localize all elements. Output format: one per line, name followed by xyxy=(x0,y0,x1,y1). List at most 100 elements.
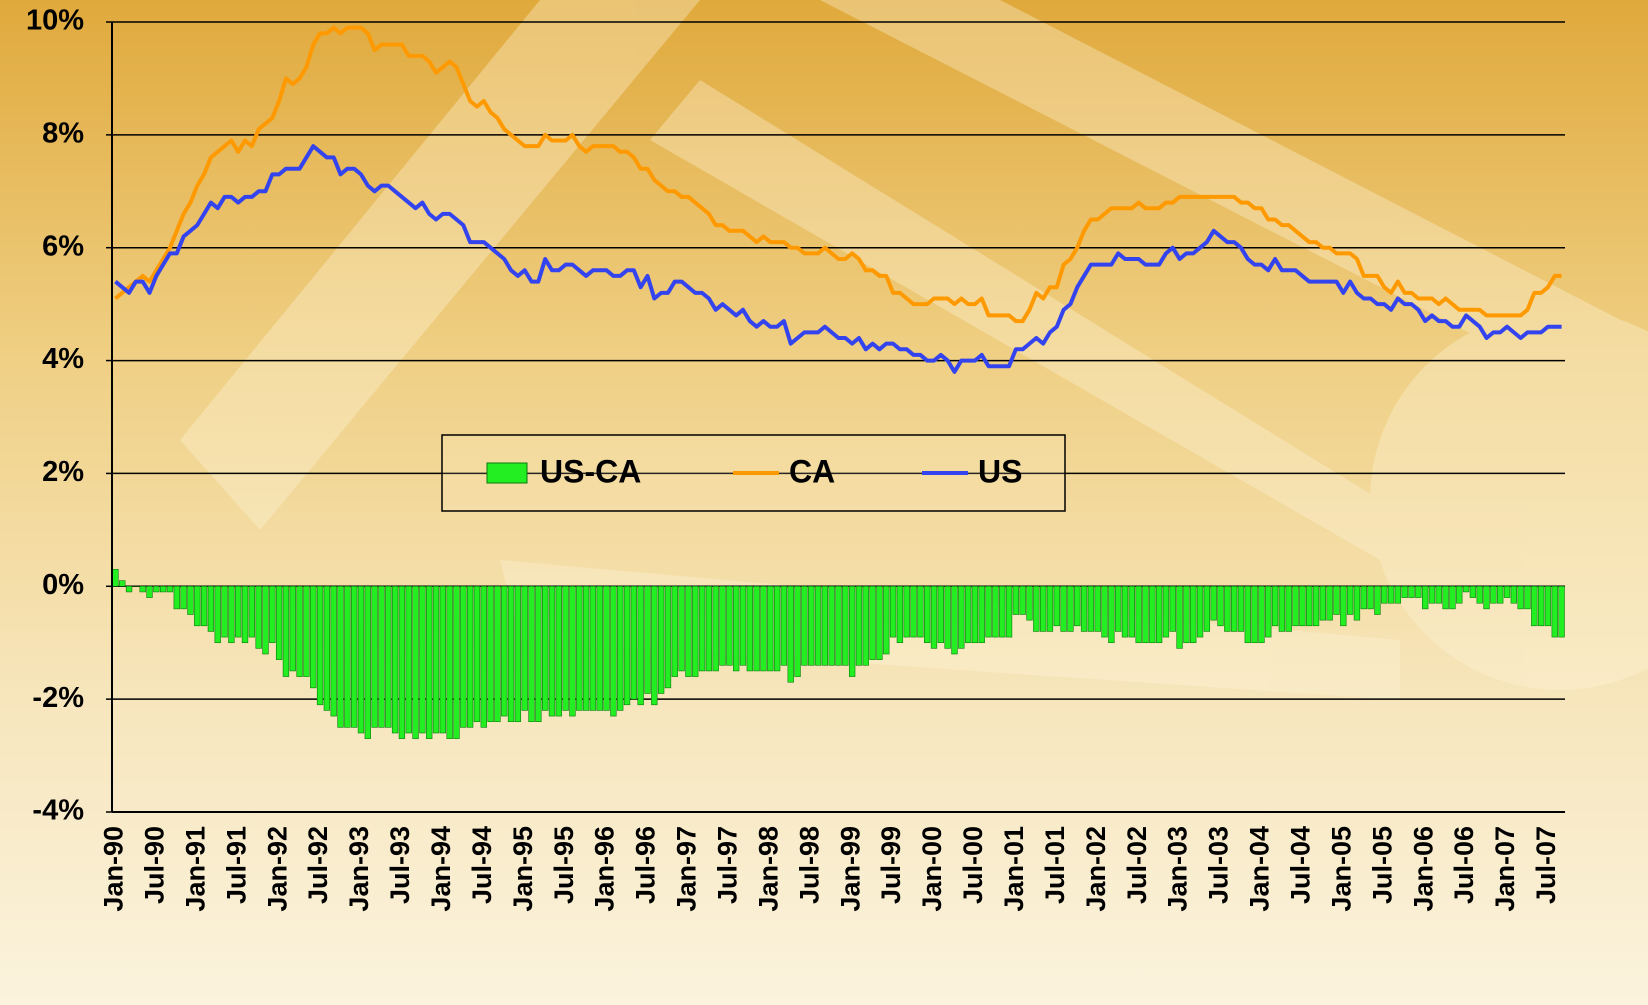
y-tick-label: 4% xyxy=(42,343,84,375)
x-tick-label: Jan-92 xyxy=(262,826,292,912)
bar xyxy=(889,585,897,638)
bar xyxy=(930,585,938,649)
bar xyxy=(1435,585,1442,604)
bar xyxy=(241,585,249,644)
bar xyxy=(1497,585,1504,604)
bar xyxy=(282,585,290,677)
bar xyxy=(296,585,303,677)
bar xyxy=(235,585,242,638)
bar xyxy=(337,585,344,728)
bar xyxy=(228,585,235,644)
bar xyxy=(344,585,351,728)
bar xyxy=(1421,585,1429,610)
bar xyxy=(664,585,672,689)
bar xyxy=(1237,585,1245,632)
bar xyxy=(1476,585,1483,604)
bar xyxy=(1230,585,1238,632)
bar xyxy=(767,585,774,672)
bar xyxy=(1162,585,1170,638)
bar xyxy=(964,585,972,644)
bar xyxy=(1537,585,1545,627)
bar xyxy=(330,585,337,717)
bar xyxy=(323,585,331,711)
bar xyxy=(535,585,542,723)
bar xyxy=(1462,585,1470,593)
y-tick-label: 6% xyxy=(42,230,84,262)
bar xyxy=(1142,585,1149,644)
y-tick-label: 10% xyxy=(26,5,84,37)
bar xyxy=(419,585,426,734)
bar xyxy=(1306,585,1313,627)
x-tick-label: Jul-99 xyxy=(876,826,906,904)
x-tick-label: Jul-00 xyxy=(958,826,988,904)
x-tick-label: Jan-99 xyxy=(835,826,865,912)
bar xyxy=(153,585,160,593)
bar xyxy=(958,585,965,649)
bar xyxy=(1456,585,1463,604)
bar xyxy=(1121,585,1129,638)
bar xyxy=(214,585,221,644)
y-tick-label: 0% xyxy=(42,569,84,601)
bar xyxy=(582,585,590,711)
bar xyxy=(378,585,385,728)
bar xyxy=(1333,585,1340,615)
bar xyxy=(835,585,842,666)
bar xyxy=(555,585,562,717)
bar xyxy=(1203,585,1211,632)
bar xyxy=(855,585,863,666)
bar xyxy=(801,585,808,666)
bar xyxy=(1190,585,1197,644)
x-tick-label: Jul-94 xyxy=(467,826,497,904)
bar xyxy=(1367,585,1374,610)
bar xyxy=(794,585,801,677)
bar xyxy=(207,585,215,632)
bar xyxy=(159,585,167,593)
bar xyxy=(719,585,726,666)
bar xyxy=(992,585,999,638)
x-tick-label: Jan-03 xyxy=(1163,826,1193,912)
bar xyxy=(125,585,133,593)
bar xyxy=(644,585,651,694)
bar xyxy=(746,585,753,672)
bar xyxy=(1176,585,1183,649)
bar xyxy=(494,585,501,723)
x-tick-label: Jan-96 xyxy=(590,826,620,912)
bar xyxy=(1019,585,1026,615)
bar xyxy=(255,585,262,649)
bar xyxy=(1135,585,1142,644)
bar xyxy=(1319,585,1326,621)
bar xyxy=(999,585,1006,638)
bar xyxy=(466,585,474,728)
bar xyxy=(514,585,522,723)
bar xyxy=(1039,585,1047,632)
bar xyxy=(453,585,460,739)
bar xyxy=(528,585,535,723)
bar xyxy=(1353,585,1361,621)
x-tick-label: Jan-98 xyxy=(753,826,783,912)
bar xyxy=(739,585,747,666)
bar xyxy=(1265,585,1272,638)
bar xyxy=(398,585,406,739)
bar xyxy=(1524,585,1531,610)
bar xyxy=(1483,585,1490,610)
bar xyxy=(1449,585,1456,610)
bar xyxy=(187,585,194,615)
bar xyxy=(1217,585,1224,627)
bar xyxy=(971,585,979,644)
bar xyxy=(371,585,378,728)
x-tick-label: Jan-02 xyxy=(1081,826,1111,912)
x-tick-label: Jan-91 xyxy=(180,826,210,912)
bar xyxy=(139,585,146,593)
bar xyxy=(1510,585,1518,604)
bar xyxy=(1060,585,1067,632)
bar xyxy=(712,585,719,672)
x-tick-label: Jul-92 xyxy=(303,826,333,904)
bar xyxy=(1244,585,1251,644)
bar xyxy=(1551,585,1558,638)
x-tick-label: Jul-91 xyxy=(221,826,251,904)
x-tick-label: Jul-90 xyxy=(139,826,169,904)
bar xyxy=(310,585,317,689)
bar xyxy=(221,585,228,638)
bar xyxy=(1292,585,1299,627)
